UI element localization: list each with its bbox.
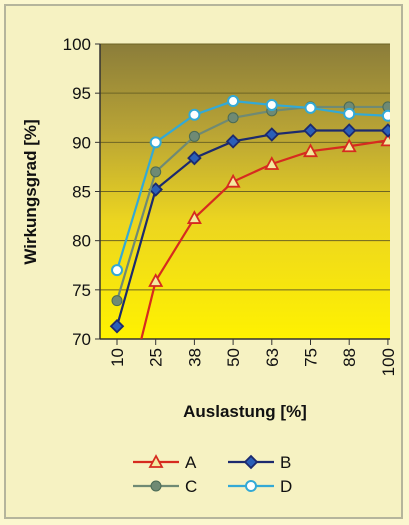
point-B-100 <box>380 123 390 138</box>
point-D-63 <box>265 98 278 111</box>
point-C-38 <box>188 130 200 142</box>
point-C-50 <box>227 112 239 124</box>
series-A <box>140 132 390 339</box>
point-C-10 <box>111 295 123 307</box>
point-D-88 <box>343 107 356 120</box>
x-tick-label-10: 10 <box>108 348 127 367</box>
series-group <box>109 95 390 339</box>
legend-item-A: A <box>133 453 197 472</box>
legend-label-D: D <box>280 477 292 496</box>
series-line-C <box>115 105 388 301</box>
point-A-50 <box>225 173 241 188</box>
point-A-25 <box>148 273 164 287</box>
x-tick-label-38: 38 <box>185 348 204 367</box>
point-B-75 <box>303 123 318 138</box>
x-tick-label-50: 50 <box>224 348 243 367</box>
point-D-75 <box>304 101 317 114</box>
series-line-D <box>115 99 388 271</box>
legend-marker-B <box>243 454 259 470</box>
series-line-A <box>140 139 389 339</box>
y-tick-label-70: 70 <box>72 330 91 349</box>
y-axis-label: Wirkungsgrad [%] <box>21 119 40 264</box>
point-D-50 <box>227 95 240 108</box>
x-axis-label: Auslastung [%] <box>183 402 307 421</box>
legend-marker-A <box>148 454 164 468</box>
series-D <box>111 95 390 277</box>
point-D-100 <box>381 109 390 122</box>
point-C-25 <box>150 166 162 178</box>
gridlines <box>100 43 390 291</box>
x-tick-label-25: 25 <box>147 348 166 367</box>
legend-marker-D <box>245 480 257 492</box>
y-tick-label-90: 90 <box>72 133 91 152</box>
point-B-50 <box>225 134 241 149</box>
point-B-88 <box>341 123 357 138</box>
axes <box>95 43 390 345</box>
point-A-63 <box>264 156 280 170</box>
point-D-38 <box>188 108 201 121</box>
legend-label-B: B <box>280 453 291 472</box>
legend-item-D: D <box>228 477 292 496</box>
x-tick-labels: 10 25 38 50 63 75 88 100 <box>108 348 398 376</box>
y-tick-labels: 70 75 80 85 90 95 100 <box>63 35 91 349</box>
x-tick-label-100: 100 <box>379 348 398 376</box>
y-tick-label-100: 100 <box>63 35 91 54</box>
legend-label-A: A <box>185 453 197 472</box>
x-tick-label-88: 88 <box>340 348 359 367</box>
legend-item-B: B <box>228 453 291 472</box>
legend-label-C: C <box>185 477 197 496</box>
x-tick-label-75: 75 <box>302 348 321 367</box>
point-D-10 <box>111 264 123 277</box>
legend-marker-C <box>150 480 162 492</box>
y-tick-label-95: 95 <box>72 84 91 103</box>
series-B <box>109 123 390 334</box>
point-A-38 <box>186 210 202 224</box>
point-D-25 <box>149 136 162 149</box>
point-B-10 <box>109 318 125 334</box>
legend-item-C: C <box>133 477 197 496</box>
legend: A B C D <box>133 453 292 496</box>
point-A-88 <box>341 138 357 153</box>
x-tick-label-63: 63 <box>263 348 282 367</box>
y-tick-label-85: 85 <box>72 183 91 202</box>
point-B-38 <box>187 150 202 166</box>
point-A-75 <box>302 143 319 158</box>
y-tick-label-80: 80 <box>72 232 91 251</box>
point-B-63 <box>264 127 280 142</box>
y-tick-label-75: 75 <box>72 281 91 300</box>
